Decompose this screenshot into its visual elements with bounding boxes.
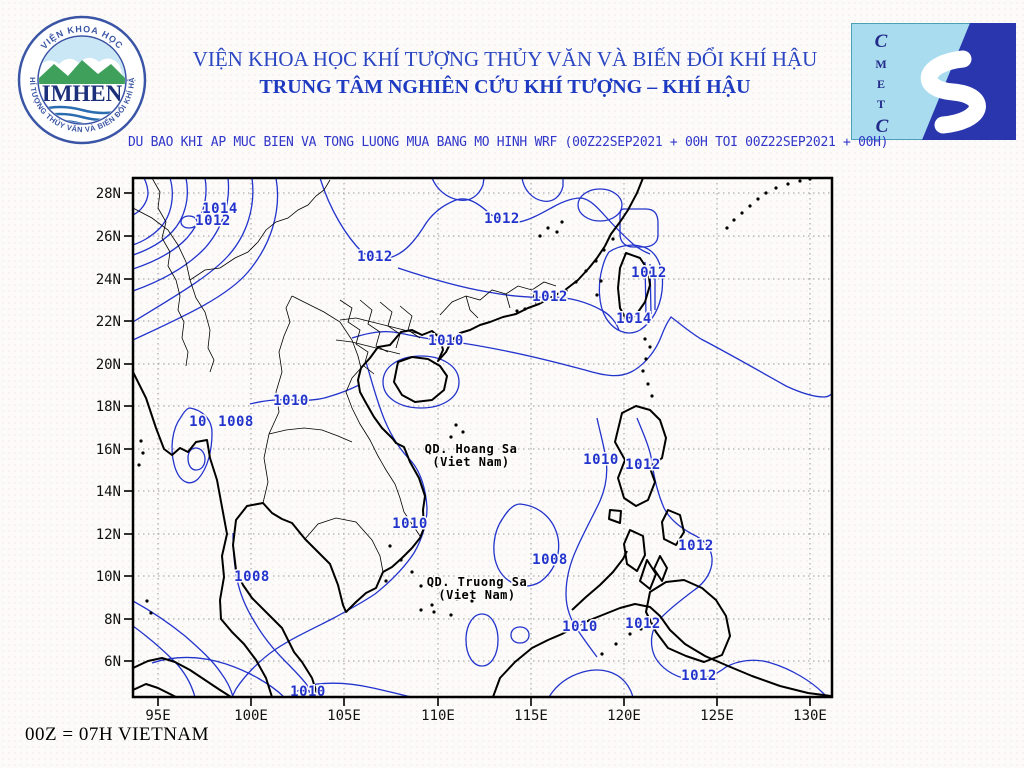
isobar-contours [133, 178, 832, 697]
lon-tick-label: 120E [607, 708, 641, 724]
imhen-acronym: IMHEN [42, 81, 123, 106]
lat-tick-label: 20N [96, 357, 121, 373]
place-label-line2: (Viet Nam) [438, 588, 515, 602]
isobar-label: 1008 [532, 552, 568, 568]
lon-tick-label: 125E [700, 708, 734, 724]
lat-tick-label: 14N [96, 484, 121, 500]
isobar-label: 1010 [273, 393, 309, 409]
cmetc-letter-c2: C [876, 116, 889, 137]
isobar-label: 1012 [532, 289, 568, 305]
cmetc-logo: C M E T C [851, 23, 1016, 145]
lon-tick-label: 130E [793, 708, 827, 724]
cmetc-letter-t: T [877, 97, 885, 111]
lat-tick-label: 28N [96, 186, 121, 202]
cmetc-letter-c1: C [875, 31, 888, 52]
lat-tick-label: 24N [96, 272, 121, 288]
isobar-label: 1012 [195, 213, 231, 229]
axis-ticks [124, 192, 811, 706]
map-frame [131, 176, 834, 699]
lat-tick-label: 22N [96, 314, 121, 330]
isobar-label: 1014 [616, 311, 652, 327]
center-name: TRUNG TÂM NGHIÊN CỨU KHÍ TƯỢNG – KHÍ HẬU [259, 76, 751, 99]
isobar-label: 1014 [202, 201, 238, 217]
isobar-label: 1010 [392, 516, 428, 532]
lat-tick-label: 6N [104, 654, 121, 670]
admin-borders [133, 178, 557, 573]
lon-tick-label: 105E [327, 708, 361, 724]
lon-tick-label: 110E [421, 708, 455, 724]
isobar-label: 1010 [428, 333, 464, 349]
imhen-logo-icon: IMHEN VIỆN KHOA HỌC KHÍ TƯỢNG THỦY VĂN V… [13, 7, 147, 145]
place-label-line2: (Viet Nam) [432, 455, 509, 469]
isobar-label: 1012 [681, 668, 717, 684]
place-label-line1: QD. Truong Sa [427, 575, 527, 589]
isobar-label: 1012 [357, 249, 393, 265]
island-specks [137, 178, 812, 656]
isobar-label: 1010 [290, 684, 326, 700]
isobar-label: 10 [189, 414, 207, 430]
isobar-label: 1010 [562, 619, 598, 635]
lat-tick-label: 8N [104, 612, 121, 628]
lat-tick-label: 16N [96, 442, 121, 458]
lat-tick-label: 10N [96, 569, 121, 585]
isobar-label: 1012 [625, 457, 661, 473]
isobar-label: 1008 [218, 414, 254, 430]
cmetc-letter-m: M [875, 57, 886, 71]
lon-tick-label: 95E [145, 708, 170, 724]
isobar-label: 1012 [484, 211, 520, 227]
coastlines [133, 178, 832, 697]
lon-tick-label: 100E [234, 708, 268, 724]
lat-tick-label: 26N [96, 229, 121, 245]
place-label-line1: QD. Hoang Sa [425, 442, 518, 456]
cmetc-letter-e: E [877, 77, 885, 91]
isobar-label: 1012 [631, 265, 667, 281]
institute-name: VIỆN KHOA HỌC KHÍ TƯỢNG THỦY VĂN VÀ BIẾN… [192, 47, 818, 71]
isobar-label: 1012 [625, 616, 661, 632]
axis-labels: 28N 26N 24N 22N 20N 18N 16N 14N 12N 10N 8N 6N 95E 100… [96, 186, 827, 724]
timezone-note: 00Z = 07H VIETNAM [25, 724, 210, 745]
header-titles: VIỆN KHOA HỌC KHÍ TƯỢNG THỦY VĂN VÀ BIẾN… [135, 46, 875, 100]
isobar-label: 1010 [583, 452, 619, 468]
forecast-subtitle: DU BAO KHI AP MUC BIEN VA TONG LUONG MUA… [128, 135, 889, 150]
isobar-label: 1008 [234, 569, 270, 585]
lon-tick-label: 115E [514, 708, 548, 724]
map-gridlines [133, 178, 832, 697]
cmetc-logo-icon: C M E T C [851, 23, 1016, 140]
isobar-label: 1012 [678, 538, 714, 554]
lat-tick-label: 12N [96, 527, 121, 543]
lat-tick-label: 18N [96, 399, 121, 415]
archipelago-labels: QD. Hoang Sa(Viet Nam)QD. Truong Sa(Viet… [423, 441, 528, 604]
imhen-logo: IMHEN VIỆN KHOA HỌC KHÍ TƯỢNG THỦY VĂN V… [13, 7, 148, 151]
